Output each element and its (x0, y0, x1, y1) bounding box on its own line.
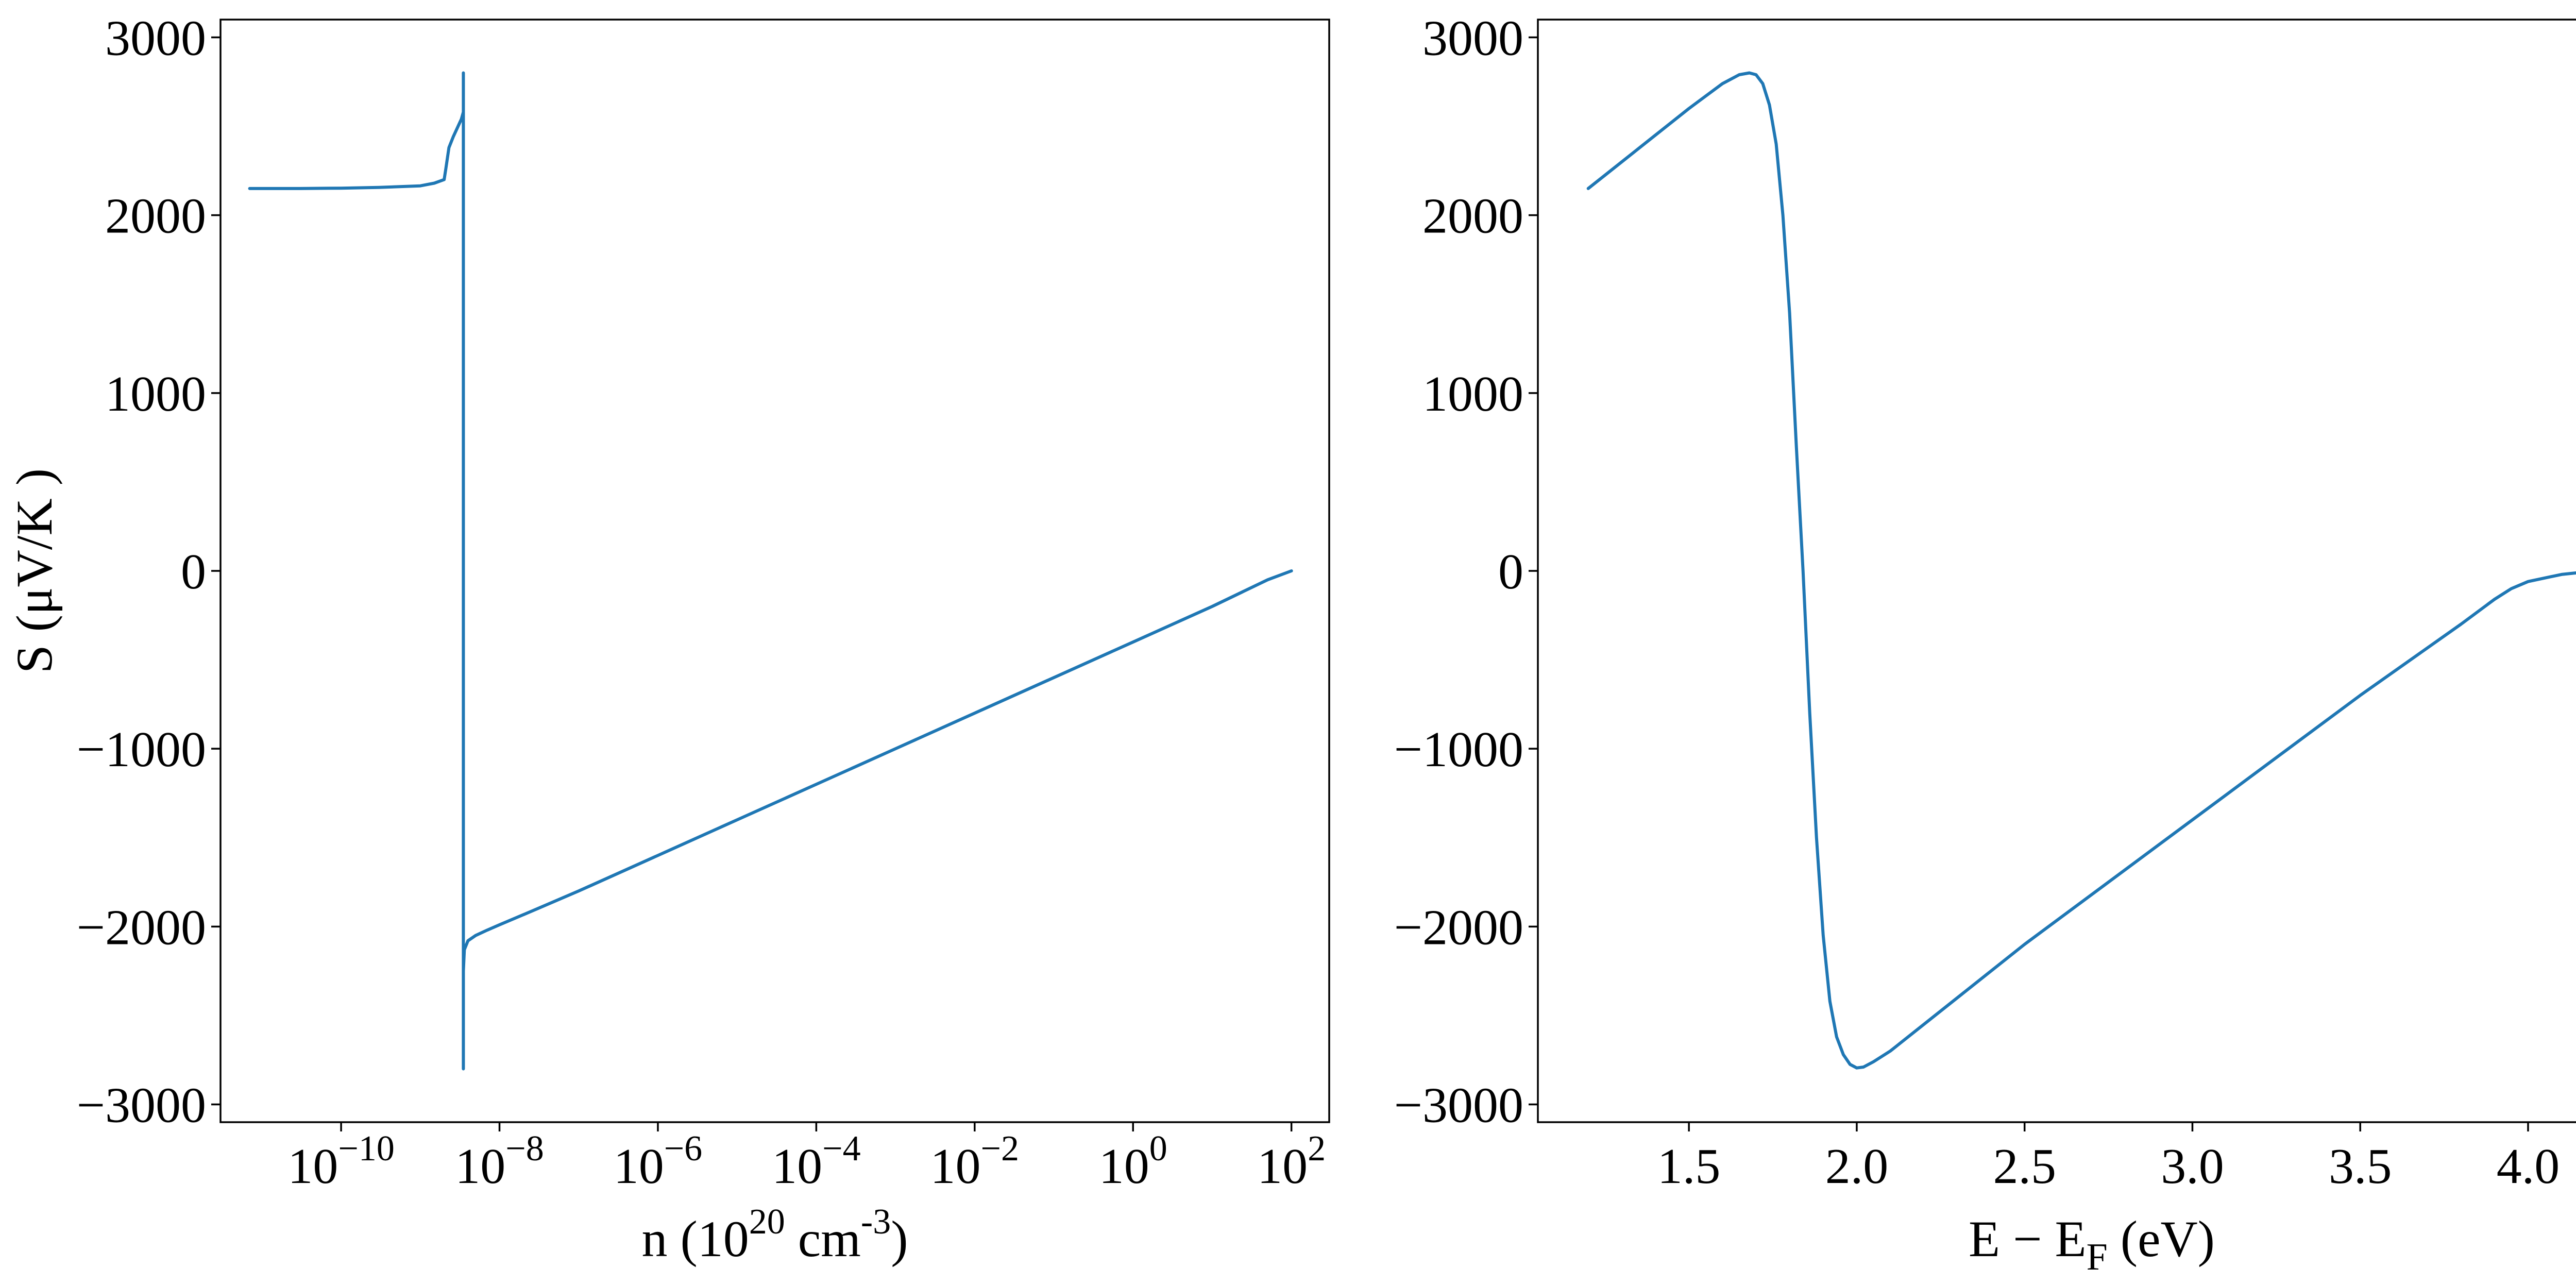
y-axis-label: S (μV/K ) (6, 468, 63, 673)
y-tick-label: 2000 (1422, 189, 1523, 244)
x-tick-label: 2.5 (1993, 1139, 2056, 1194)
plot-frame (219, 19, 1330, 1123)
x-tick-label: 10−4 (772, 1129, 860, 1194)
seebeck-vs-carrier-concentration-panel: −3000 −2000 −1000 0 1000 2000 3000 10−10 10−8 10−… (6, 11, 1330, 1267)
x-tick-label: 3.0 (2161, 1139, 2224, 1194)
x-tick-label: 10−8 (455, 1129, 544, 1194)
y-tick-label: −3000 (1394, 1077, 1523, 1133)
y-tick-label: 2000 (105, 189, 206, 244)
y-tick-label: 1000 (1422, 366, 1523, 422)
x-tick-label: 2.0 (1825, 1139, 1889, 1194)
y-tick-label: 3000 (105, 11, 206, 66)
y-tick-label: 3000 (1422, 11, 1523, 66)
y-tick-label: 1000 (105, 366, 206, 422)
x-tick-label: 3.5 (2329, 1139, 2392, 1194)
y-tick-label: 0 (1498, 544, 1523, 600)
x-tick-label: 10−2 (930, 1129, 1019, 1194)
series-line (248, 71, 1293, 1071)
series-line (1586, 71, 2576, 1070)
x-tick-label: 100 (1099, 1129, 1167, 1194)
x-tick-label: 1.5 (1657, 1139, 1721, 1194)
y-tick-label: −3000 (77, 1077, 206, 1133)
x-tick-label: 10−10 (287, 1129, 394, 1194)
x-tick-label: 102 (1257, 1129, 1326, 1194)
y-tick-label: −1000 (77, 722, 206, 777)
x-tick-label: 4.0 (2497, 1139, 2560, 1194)
y-tick-label: −2000 (1394, 900, 1523, 955)
seebeck-vs-energy-panel: −3000 −2000 −1000 0 1000 2000 3000 1.5 2.0 2.5 3.0… (1394, 11, 2576, 1278)
x-tick-label: 10−6 (614, 1129, 702, 1194)
plot-frame (1537, 19, 2576, 1123)
x-axis-label: n (1020 cm-3) (641, 1202, 908, 1267)
y-tick-label: −1000 (1394, 722, 1523, 777)
x-axis-label: E − EF (eV) (1969, 1210, 2215, 1278)
y-tick-label: 0 (181, 544, 206, 600)
y-tick-label: −2000 (77, 900, 206, 955)
